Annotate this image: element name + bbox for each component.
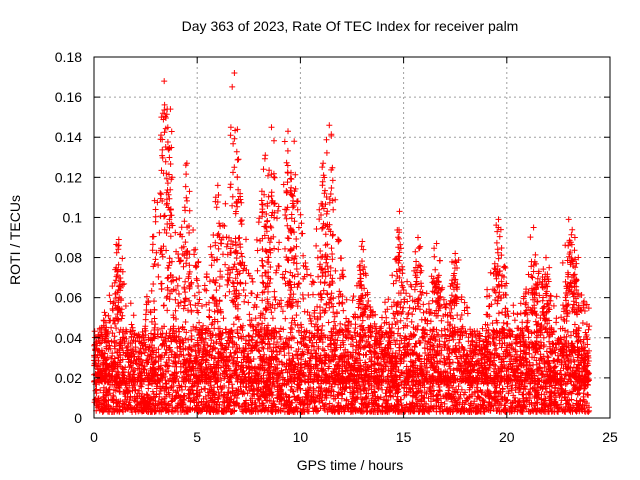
- x-axis-label: GPS time / hours: [296, 457, 404, 473]
- y-tick-label: 0.18: [55, 49, 82, 65]
- x-tick-label: 0: [90, 429, 98, 445]
- x-tick-label: 25: [602, 429, 618, 445]
- y-tick-label: 0.04: [55, 330, 82, 346]
- y-tick-label: 0.14: [55, 129, 82, 145]
- x-tick-label: 20: [499, 429, 515, 445]
- y-tick-label: 0.06: [55, 290, 82, 306]
- y-tick-label: 0.02: [55, 370, 82, 386]
- y-tick-label: 0.16: [55, 89, 82, 105]
- plot-frame: [93, 56, 611, 419]
- y-tick-label: 0.1: [63, 209, 83, 225]
- scatter-markers: [91, 70, 593, 415]
- y-tick-label: 0: [74, 410, 82, 426]
- chart-title: Day 363 of 2023, Rate Of TEC Index for r…: [181, 18, 519, 34]
- x-tick-label: 10: [293, 429, 309, 445]
- y-tick-label: 0.08: [55, 250, 82, 266]
- axes: 0 0.02 0.04 0.06 0.08 0.1 0.12 0.14 0.16 0.18 0 5 10…: [55, 49, 618, 445]
- x-tick-label: 5: [193, 429, 201, 445]
- y-axis-label: ROTI / TECUs: [7, 195, 23, 285]
- x-tick-label: 15: [396, 429, 412, 445]
- data-points: [91, 70, 593, 415]
- y-tick-label: 0.12: [55, 169, 82, 185]
